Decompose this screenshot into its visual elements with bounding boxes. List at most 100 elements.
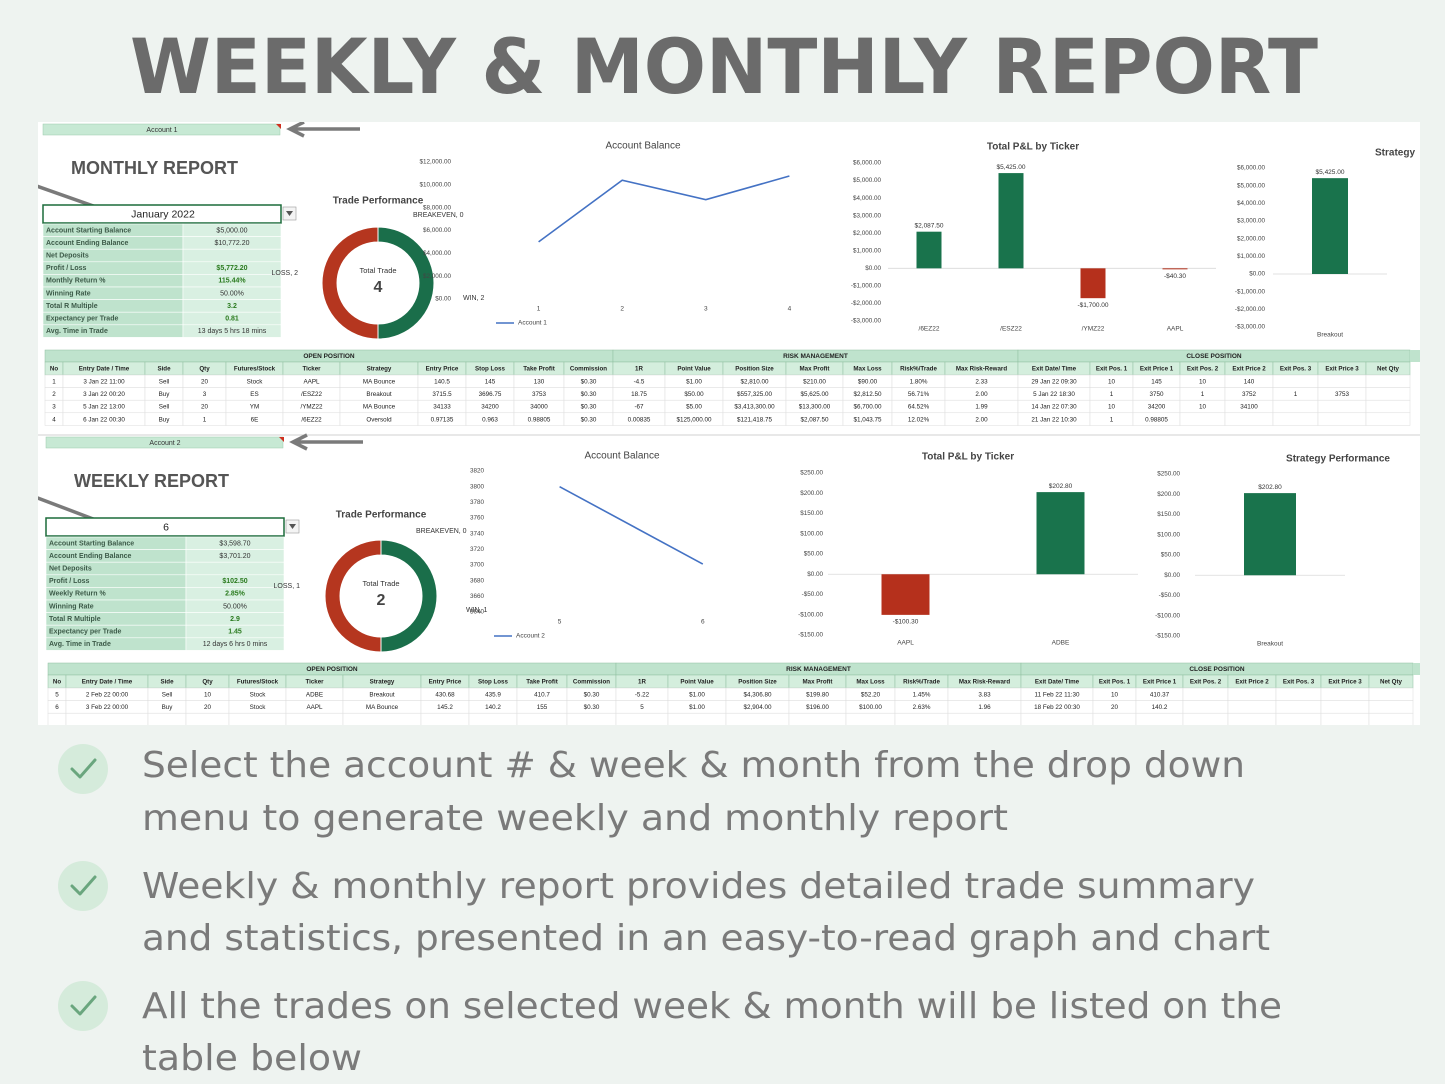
- bar-value-label: -$40.30: [1164, 273, 1186, 280]
- y-tick-label: 3720: [470, 546, 485, 553]
- table-cell: [1317, 412, 1367, 426]
- column-header: Take Profit: [523, 366, 555, 373]
- y-tick-label: $0.00: [435, 296, 451, 303]
- table-value: $0.30: [581, 378, 597, 385]
- table-value: $4,306.80: [743, 691, 772, 698]
- table-cell: [516, 712, 568, 725]
- table-value: 10: [1199, 404, 1207, 411]
- group-header: CLOSE POSITION: [1186, 353, 1242, 360]
- column-header: Exit Date/ Time: [1035, 679, 1080, 686]
- column-header: Position Size: [735, 366, 774, 373]
- group-header: RISK MANAGEMENT: [783, 353, 848, 360]
- bar-value-label: -$100.30: [893, 619, 919, 626]
- column-header: Exit Price 2: [1235, 679, 1269, 686]
- table-value: Sell: [159, 378, 170, 385]
- table-value: $0.30: [581, 416, 597, 423]
- y-tick-label: $10,000.00: [419, 182, 451, 189]
- table-value: MA Bounce: [366, 704, 399, 711]
- selector-value[interactable]: January 2022: [131, 208, 195, 220]
- column-header: Strategy: [370, 679, 395, 686]
- check-circle: [58, 981, 108, 1031]
- y-tick-label: $5,000.00: [853, 177, 882, 184]
- y-tick-label: -$2,000.00: [1235, 306, 1266, 313]
- bullet-text: menu to generate weekly and monthly repo…: [142, 798, 1008, 839]
- table-value: ES: [250, 391, 258, 398]
- table-value: $5.00: [686, 404, 702, 411]
- table-value: 430.68: [435, 691, 455, 698]
- y-tick-label: $3,000.00: [1237, 218, 1266, 225]
- table-value: 130: [534, 378, 545, 385]
- column-header: Take Profit: [526, 679, 558, 686]
- table-value: MA Bounce: [363, 404, 396, 411]
- table-value: 3753: [1335, 391, 1350, 398]
- table-value: 0.98805: [1145, 416, 1168, 423]
- column-header: Entry Price: [426, 366, 459, 373]
- group-header-cell: [1410, 350, 1420, 362]
- legend-label: Account 2: [516, 633, 545, 640]
- table-value: 410.37: [1150, 691, 1170, 698]
- y-tick-label: $50.00: [804, 551, 824, 558]
- table-value: $199.80: [806, 691, 829, 698]
- bar: [1036, 492, 1085, 575]
- table-value: 3753: [532, 391, 547, 398]
- x-tick-label: Breakout: [1317, 332, 1343, 339]
- slice-label: LOSS, 1: [274, 583, 301, 590]
- stat-label: Account Ending Balance: [46, 240, 129, 247]
- y-tick-label: 3660: [470, 593, 485, 600]
- table-value: $6,700.00: [853, 404, 882, 411]
- y-tick-label: $0.00: [865, 265, 881, 272]
- stat-value: 2.85%: [225, 591, 246, 598]
- table-value: $2,087.50: [800, 416, 829, 423]
- table-value: $121,418.75: [737, 416, 773, 423]
- table-value: Buy: [159, 391, 171, 398]
- table-value: 3 Jan 22 11:00: [83, 378, 125, 385]
- y-tick-label: 3800: [470, 483, 485, 490]
- chart-title: Total P&L by Ticker: [987, 142, 1079, 153]
- table-value: 14 Jan 22 07:30: [1031, 404, 1077, 411]
- table-value: /6EZ22: [301, 416, 322, 423]
- table-value: $210.00: [803, 378, 826, 385]
- bar: [916, 231, 942, 269]
- table-value: 145.2: [437, 704, 453, 711]
- stat-value: 50.00%: [220, 290, 244, 297]
- stat-label: Expectancy per Trade: [49, 629, 121, 636]
- y-tick-label: $50.00: [1161, 552, 1181, 559]
- bullet-text: and statistics, presented in an easy-to-…: [142, 918, 1270, 959]
- table-cell: [185, 712, 230, 725]
- cell-marker: [279, 437, 284, 442]
- page-title: WEEKLY & MONTHLY REPORT: [130, 22, 1318, 111]
- table-value: 10: [1108, 378, 1116, 385]
- y-tick-label: $250.00: [800, 470, 823, 477]
- cell-marker: [276, 124, 281, 129]
- table-cell: [1227, 700, 1277, 714]
- table-value: 34133: [433, 404, 451, 411]
- bar-value-label: $2,087.50: [915, 222, 944, 229]
- center-value: 4: [374, 279, 383, 296]
- x-tick-label: ADBE: [1052, 640, 1070, 647]
- bullet-text: table below: [142, 1038, 362, 1079]
- table-value: /YMZ22: [300, 404, 323, 411]
- y-tick-label: -$1,000.00: [1235, 288, 1266, 295]
- table-value: 140.5: [434, 378, 450, 385]
- selector-value[interactable]: 6: [163, 521, 169, 533]
- stat-label: Profit / Loss: [49, 578, 90, 585]
- table-value: MA Bounce: [363, 378, 396, 385]
- y-tick-label: $150.00: [800, 510, 823, 517]
- arrow: [286, 122, 360, 138]
- table-value: 20: [201, 378, 209, 385]
- chart-title: Total P&L by Ticker: [922, 452, 1014, 463]
- table-value: 10: [1111, 691, 1119, 698]
- x-tick-label: AAPL: [1167, 326, 1184, 333]
- report-title: MONTHLY REPORT: [71, 158, 238, 178]
- y-tick-label: 3780: [470, 499, 485, 506]
- table-value: 3: [203, 391, 207, 398]
- table-value: $1.00: [689, 691, 705, 698]
- column-header: Exit Pos. 3: [1280, 366, 1312, 373]
- column-header: Exit Pos. 2: [1187, 366, 1219, 373]
- column-header: No: [50, 366, 58, 373]
- column-header: Side: [157, 366, 171, 373]
- bar: [1244, 493, 1296, 576]
- table-value: 3.83: [978, 691, 991, 698]
- bar-value-label: $5,425.00: [997, 164, 1026, 171]
- y-tick-label: -$150.00: [1155, 633, 1180, 640]
